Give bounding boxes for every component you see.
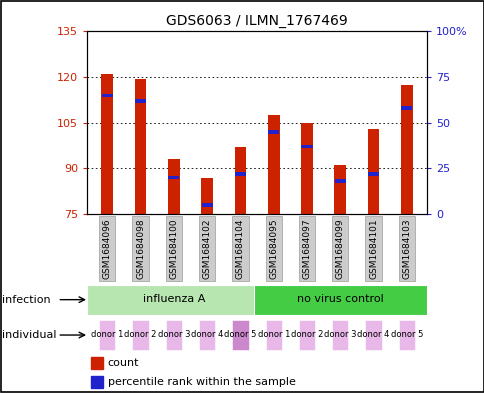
Text: GSM1684102: GSM1684102 <box>202 219 211 279</box>
Text: GSM1684103: GSM1684103 <box>402 218 410 279</box>
Text: donor 1: donor 1 <box>91 330 123 339</box>
Text: GSM1684101: GSM1684101 <box>368 218 377 279</box>
Text: percentile rank within the sample: percentile rank within the sample <box>107 377 295 387</box>
Bar <box>135 99 146 103</box>
Bar <box>166 216 182 281</box>
Bar <box>367 129 378 214</box>
Bar <box>232 216 248 281</box>
Bar <box>334 180 345 183</box>
Bar <box>301 145 312 149</box>
Bar <box>334 165 346 214</box>
Bar <box>168 176 179 180</box>
Bar <box>99 216 115 281</box>
Text: donor 5: donor 5 <box>390 330 422 339</box>
Bar <box>332 216 348 281</box>
Text: donor 4: donor 4 <box>191 330 223 339</box>
Bar <box>301 123 312 214</box>
Bar <box>87 285 260 315</box>
Bar <box>102 94 113 97</box>
Text: GSM1684096: GSM1684096 <box>103 218 111 279</box>
Bar <box>201 178 212 214</box>
Bar <box>332 320 348 350</box>
Text: donor 2: donor 2 <box>124 330 156 339</box>
Bar <box>135 79 146 214</box>
Text: GSM1684098: GSM1684098 <box>136 218 145 279</box>
Bar <box>232 320 248 350</box>
Bar <box>364 320 381 350</box>
Bar <box>167 160 179 214</box>
Text: infection: infection <box>2 295 51 305</box>
Title: GDS6063 / ILMN_1767469: GDS6063 / ILMN_1767469 <box>166 14 347 28</box>
Bar <box>400 107 411 110</box>
Text: individual: individual <box>2 330 57 340</box>
Bar <box>234 172 245 176</box>
Text: count: count <box>107 358 139 368</box>
Text: donor 3: donor 3 <box>323 330 356 339</box>
Bar <box>298 320 315 350</box>
Bar <box>132 320 149 350</box>
Text: influenza A: influenza A <box>142 294 205 304</box>
Bar <box>201 203 212 207</box>
Bar <box>198 320 215 350</box>
Bar <box>91 376 102 388</box>
Bar <box>367 172 378 176</box>
Text: GSM1684100: GSM1684100 <box>169 218 178 279</box>
Bar <box>400 85 412 214</box>
Bar <box>99 320 115 350</box>
Bar <box>198 216 215 281</box>
Bar <box>265 216 281 281</box>
Text: GSM1684104: GSM1684104 <box>235 219 244 279</box>
Text: GSM1684099: GSM1684099 <box>335 218 344 279</box>
Text: donor 5: donor 5 <box>224 330 256 339</box>
Text: donor 3: donor 3 <box>157 330 190 339</box>
Text: no virus control: no virus control <box>296 294 383 304</box>
Bar <box>398 216 414 281</box>
Bar <box>234 147 246 214</box>
Bar <box>91 358 102 369</box>
Bar <box>364 216 381 281</box>
Text: GSM1684097: GSM1684097 <box>302 218 311 279</box>
Text: donor 1: donor 1 <box>257 330 289 339</box>
Bar <box>267 115 279 214</box>
Text: donor 4: donor 4 <box>357 330 389 339</box>
Bar <box>265 320 281 350</box>
Bar <box>101 74 113 214</box>
Text: GSM1684095: GSM1684095 <box>269 218 278 279</box>
Text: donor 2: donor 2 <box>290 330 322 339</box>
Bar <box>166 320 182 350</box>
Bar <box>253 285 426 315</box>
Bar <box>398 320 414 350</box>
Bar <box>268 130 279 134</box>
Bar <box>132 216 149 281</box>
Bar <box>298 216 315 281</box>
